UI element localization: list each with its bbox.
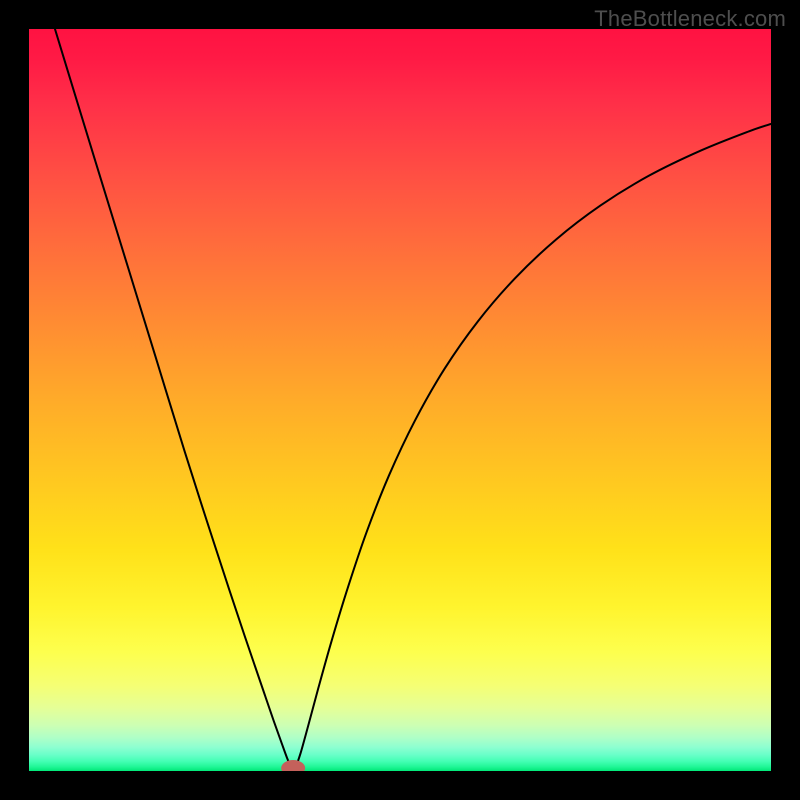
plot-background (29, 29, 771, 771)
watermark-text: TheBottleneck.com (594, 6, 786, 32)
plot-area (29, 29, 771, 771)
chart-frame: TheBottleneck.com (0, 0, 800, 800)
plot-svg (29, 29, 771, 771)
